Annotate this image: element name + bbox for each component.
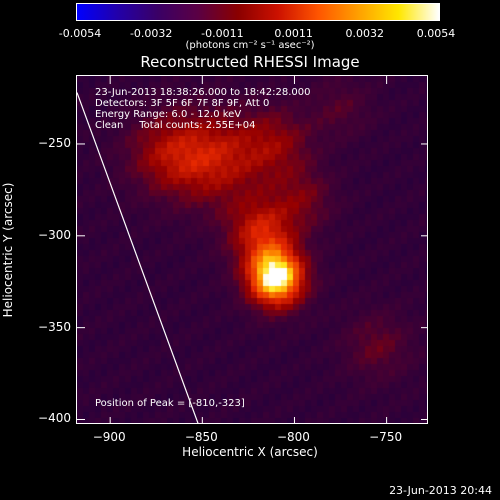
colorbar xyxy=(76,3,440,21)
y-tick-label: −300 xyxy=(38,227,71,242)
y-tick-label: −250 xyxy=(38,135,71,150)
x-tick-label: −750 xyxy=(369,430,403,444)
heatmap-image xyxy=(77,76,427,423)
annotation-peak-position: Position of Peak = [-810,-323] xyxy=(95,398,245,409)
plot-area: 23-Jun-2013 18:38:26.000 to 18:42:28.000… xyxy=(76,75,428,424)
x-axis-label: Heliocentric X (arcsec) xyxy=(182,445,318,459)
annotation-time: 23-Jun-2013 18:38:26.000 to 18:42:28.000 xyxy=(95,87,311,98)
plot-overlay xyxy=(77,76,427,423)
annotation-detectors: Detectors: 3F 5F 6F 7F 8F 9F, Att 0 xyxy=(95,98,270,109)
y-axis-label: Heliocentric Y (arcsec) xyxy=(1,182,15,318)
solar-limb-line xyxy=(77,92,199,423)
colorbar-tick-label: 0.0032 xyxy=(345,27,385,40)
x-tick-label: −850 xyxy=(184,430,218,444)
annotation-energy: Energy Range: 6.0 - 12.0 keV xyxy=(95,109,242,120)
colorbar-units: (photons cm⁻² s⁻¹ asec⁻²) xyxy=(185,40,315,51)
annotation-clean: Clean Total counts: 2.55E+04 xyxy=(95,120,256,131)
x-tick-label: −900 xyxy=(92,430,126,444)
y-tick-label: −400 xyxy=(38,411,71,426)
colorbar-tick-label: -0.0011 xyxy=(201,27,244,40)
chart-title: Reconstructed RHESSI Image xyxy=(140,53,360,71)
colorbar-tick-label: 0.0011 xyxy=(274,27,313,40)
x-tick-label: −800 xyxy=(276,430,310,444)
y-tick-label: −350 xyxy=(38,319,71,334)
colorbar-tick-label: -0.0032 xyxy=(129,27,173,40)
colorbar-tick-label: -0.0054 xyxy=(58,27,102,40)
colorbar-tick-label: 0.0054 xyxy=(416,27,456,40)
timestamp: 23-Jun-2013 20:44 xyxy=(389,484,492,497)
